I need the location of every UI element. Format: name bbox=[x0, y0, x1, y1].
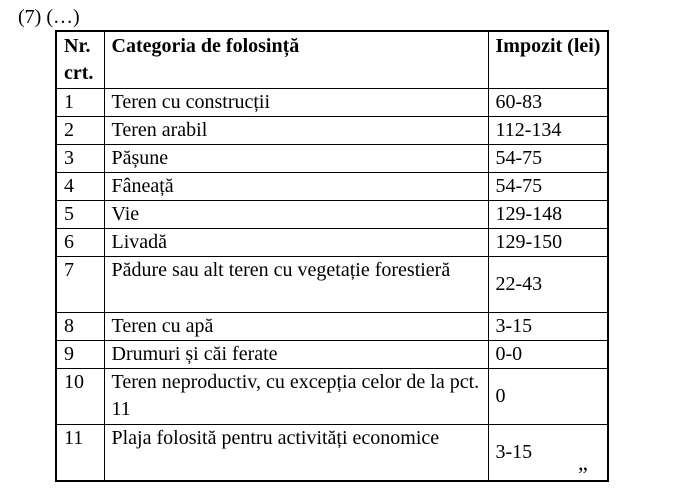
row-impozit: 54-75 bbox=[487, 144, 609, 173]
table-row: 6 Livadă 129-150 bbox=[55, 228, 609, 257]
row-number: 1 bbox=[55, 88, 105, 117]
row-categoria: Vie bbox=[103, 200, 489, 229]
row-categoria: Teren cu apă bbox=[103, 312, 489, 341]
row-number: 7 bbox=[55, 256, 105, 313]
table-row: 9 Drumuri și căi ferate 0-0 bbox=[55, 340, 609, 369]
row-number: 3 bbox=[55, 144, 105, 173]
row-number: 10 bbox=[55, 368, 105, 425]
closing-quote-mark: ” bbox=[578, 462, 588, 487]
tax-table: Nr. crt. Categoria de folosință Impozit … bbox=[55, 30, 609, 482]
row-categoria: Pădure sau alt teren cu vegetație forest… bbox=[103, 256, 489, 313]
table-row: 2 Teren arabil 112-134 bbox=[55, 116, 609, 145]
row-number: 2 bbox=[55, 116, 105, 145]
table-row: 4 Fâneață 54-75 bbox=[55, 172, 609, 201]
row-impozit: 0 bbox=[487, 368, 609, 425]
table-row: 8 Teren cu apă 3-15 bbox=[55, 312, 609, 341]
row-number: 5 bbox=[55, 200, 105, 229]
row-categoria: Pășune bbox=[103, 144, 489, 173]
header-nr-crt: Nr. crt. bbox=[55, 30, 105, 89]
row-impozit: 22-43 bbox=[487, 256, 609, 313]
table-row: 5 Vie 129-148 bbox=[55, 200, 609, 229]
row-number: 8 bbox=[55, 312, 105, 341]
row-categoria: Teren cu construcții bbox=[103, 88, 489, 117]
table-row: 3 Pășune 54-75 bbox=[55, 144, 609, 173]
table-row: 7 Pădure sau alt teren cu vegetație fore… bbox=[55, 256, 609, 313]
row-number: 11 bbox=[55, 424, 105, 481]
row-impozit: 3-15 bbox=[487, 312, 609, 341]
row-number: 6 bbox=[55, 228, 105, 257]
table-header-row: Nr. crt. Categoria de folosință Impozit … bbox=[55, 30, 609, 89]
row-impozit: 129-148 bbox=[487, 200, 609, 229]
row-categoria: Drumuri și căi ferate bbox=[103, 340, 489, 369]
row-categoria: Plaja folosită pentru activități economi… bbox=[103, 424, 489, 481]
row-impozit: 54-75 bbox=[487, 172, 609, 201]
table-row: 1 Teren cu construcții 60-83 bbox=[55, 88, 609, 117]
row-impozit: 0-0 bbox=[487, 340, 609, 369]
row-number: 4 bbox=[55, 172, 105, 201]
row-impozit: 112-134 bbox=[487, 116, 609, 145]
row-impozit: 60-83 bbox=[487, 88, 609, 117]
row-number: 9 bbox=[55, 340, 105, 369]
row-categoria: Fâneață bbox=[103, 172, 489, 201]
row-impozit: 3-15 bbox=[487, 424, 609, 481]
row-categoria: Teren arabil bbox=[103, 116, 489, 145]
table-row: 11 Plaja folosită pentru activități econ… bbox=[55, 424, 609, 481]
row-categoria: Livadă bbox=[103, 228, 489, 257]
row-impozit: 129-150 bbox=[487, 228, 609, 257]
header-impozit: Impozit (lei) bbox=[487, 30, 609, 89]
table-row: 10 Teren neproductiv, cu excepția celor … bbox=[55, 368, 609, 425]
header-categoria: Categoria de folosință bbox=[103, 30, 489, 89]
row-categoria: Teren neproductiv, cu excepția celor de … bbox=[103, 368, 489, 425]
paragraph-marker: (7) (…) bbox=[18, 6, 80, 28]
